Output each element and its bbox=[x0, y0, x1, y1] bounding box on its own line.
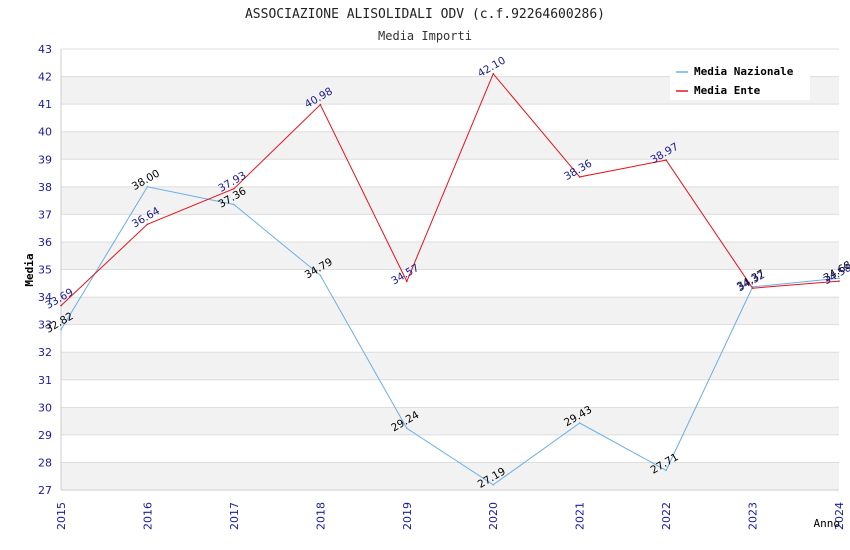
x-tick-label: 2017 bbox=[228, 502, 241, 530]
data-point bbox=[146, 223, 149, 226]
data-point bbox=[578, 176, 581, 178]
y-tick-label: 37 bbox=[38, 208, 52, 221]
grid-band bbox=[61, 297, 839, 325]
x-tick-label: 2022 bbox=[660, 502, 673, 530]
chart-subtitle: Media Importi bbox=[378, 29, 472, 43]
data-point bbox=[233, 203, 235, 206]
y-tick-label: 35 bbox=[38, 264, 52, 277]
y-tick-label: 41 bbox=[38, 98, 52, 111]
grid-band bbox=[61, 186, 839, 215]
y-axis-ticks: 27 28 29 30 31 32 33 34 35 36 37 38 39 40 41 42 43 bbox=[38, 43, 52, 497]
y-tick-label: 38 bbox=[38, 181, 52, 194]
y-tick-label: 43 bbox=[38, 43, 52, 56]
data-point bbox=[146, 186, 149, 188]
x-axis-label: Anno bbox=[814, 517, 841, 530]
x-tick-label: 2018 bbox=[314, 502, 327, 530]
y-tick-label: 39 bbox=[38, 153, 52, 166]
chart-title: ASSOCIAZIONE ALISOLIDALI ODV (c.f.922646… bbox=[245, 7, 605, 22]
plot-background bbox=[60, 48, 839, 491]
x-tick-label: 2023 bbox=[747, 502, 760, 530]
data-point bbox=[319, 103, 322, 106]
y-tick-label: 28 bbox=[38, 456, 52, 469]
x-tick-label: 2019 bbox=[401, 502, 414, 530]
data-point bbox=[319, 274, 322, 277]
y-tick-label: 29 bbox=[38, 429, 52, 442]
series-line-ente bbox=[60, 72, 840, 306]
series-lines bbox=[60, 72, 840, 486]
x-tick-label: 2015 bbox=[55, 502, 68, 530]
data-point bbox=[60, 328, 62, 331]
data-point bbox=[233, 187, 235, 190]
data-point bbox=[405, 280, 408, 283]
legend: Media Nazionale Media Ente bbox=[670, 60, 810, 100]
y-tick-label: 32 bbox=[38, 346, 52, 359]
y-tick-label: 33 bbox=[38, 319, 52, 332]
data-point bbox=[492, 73, 495, 75]
data-point bbox=[492, 483, 495, 486]
x-tick-label: 2016 bbox=[141, 502, 154, 530]
y-tick-label: 40 bbox=[38, 126, 52, 139]
y-tick-label: 31 bbox=[38, 374, 52, 387]
y-tick-label: 34 bbox=[38, 291, 52, 304]
grid-band bbox=[61, 352, 839, 380]
x-tick-label: 2021 bbox=[574, 502, 587, 530]
data-point bbox=[838, 277, 840, 280]
data-point bbox=[578, 422, 581, 424]
grid-band bbox=[61, 241, 839, 270]
grid-band bbox=[61, 462, 839, 490]
legend-label-nazionale: Media Nazionale bbox=[694, 65, 794, 78]
y-tick-label: 27 bbox=[38, 484, 52, 497]
legend-box bbox=[670, 60, 810, 100]
series-line-nazionale bbox=[60, 186, 840, 486]
y-tick-label: 30 bbox=[38, 401, 52, 414]
data-point bbox=[751, 287, 754, 290]
data-point bbox=[665, 469, 667, 472]
x-axis-ticks: 2015 2016 2017 2018 2019 2020 2021 2022 2023 2024 bbox=[55, 502, 846, 530]
x-tick-label: 2020 bbox=[487, 502, 500, 530]
grid-band bbox=[61, 407, 839, 435]
data-point bbox=[405, 427, 408, 430]
x-tick-label: 2024 bbox=[833, 502, 846, 530]
data-point bbox=[60, 304, 62, 307]
y-tick-label: 36 bbox=[38, 236, 52, 249]
data-point bbox=[665, 159, 667, 161]
legend-label-ente: Media Ente bbox=[694, 84, 761, 97]
data-point bbox=[838, 280, 840, 282]
grid-band bbox=[61, 131, 839, 160]
y-tick-label: 42 bbox=[38, 71, 52, 84]
y-axis-label: Media bbox=[23, 253, 36, 286]
